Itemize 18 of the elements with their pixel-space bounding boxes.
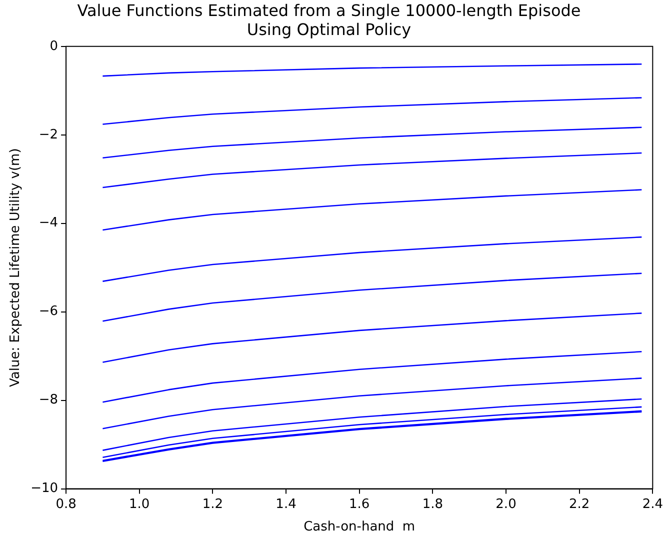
y-axis-title: Value: Expected Lifetime Utility v(m) [8,148,24,388]
x-tick-label: 1.4 [276,496,296,512]
x-tick-label: 2.2 [568,496,590,512]
y-tick-label: 0 [50,38,58,54]
x-tick-label: 1.2 [202,496,224,512]
x-tick-label: 1.8 [422,496,444,512]
x-tick-label: 1.6 [349,496,370,512]
y-tick-label: −10 [30,481,58,496]
chart-title: Value Functions Estimated from a Single 10000-length Episode Using Optimal Policy [77,0,581,39]
x-tick-label: 1.0 [129,496,150,512]
y-tick-label: −2 [38,127,58,142]
x-tick-label: 0.8 [56,496,76,512]
y-tick-label: −6 [38,304,58,320]
x-tick-label: 2.0 [496,496,516,512]
y-tick-label: −4 [38,216,58,231]
x-axis-title: Cash-on-hand m [304,520,416,535]
y-tick-label: −8 [38,392,58,408]
x-tick-label: 2.4 [642,496,664,512]
